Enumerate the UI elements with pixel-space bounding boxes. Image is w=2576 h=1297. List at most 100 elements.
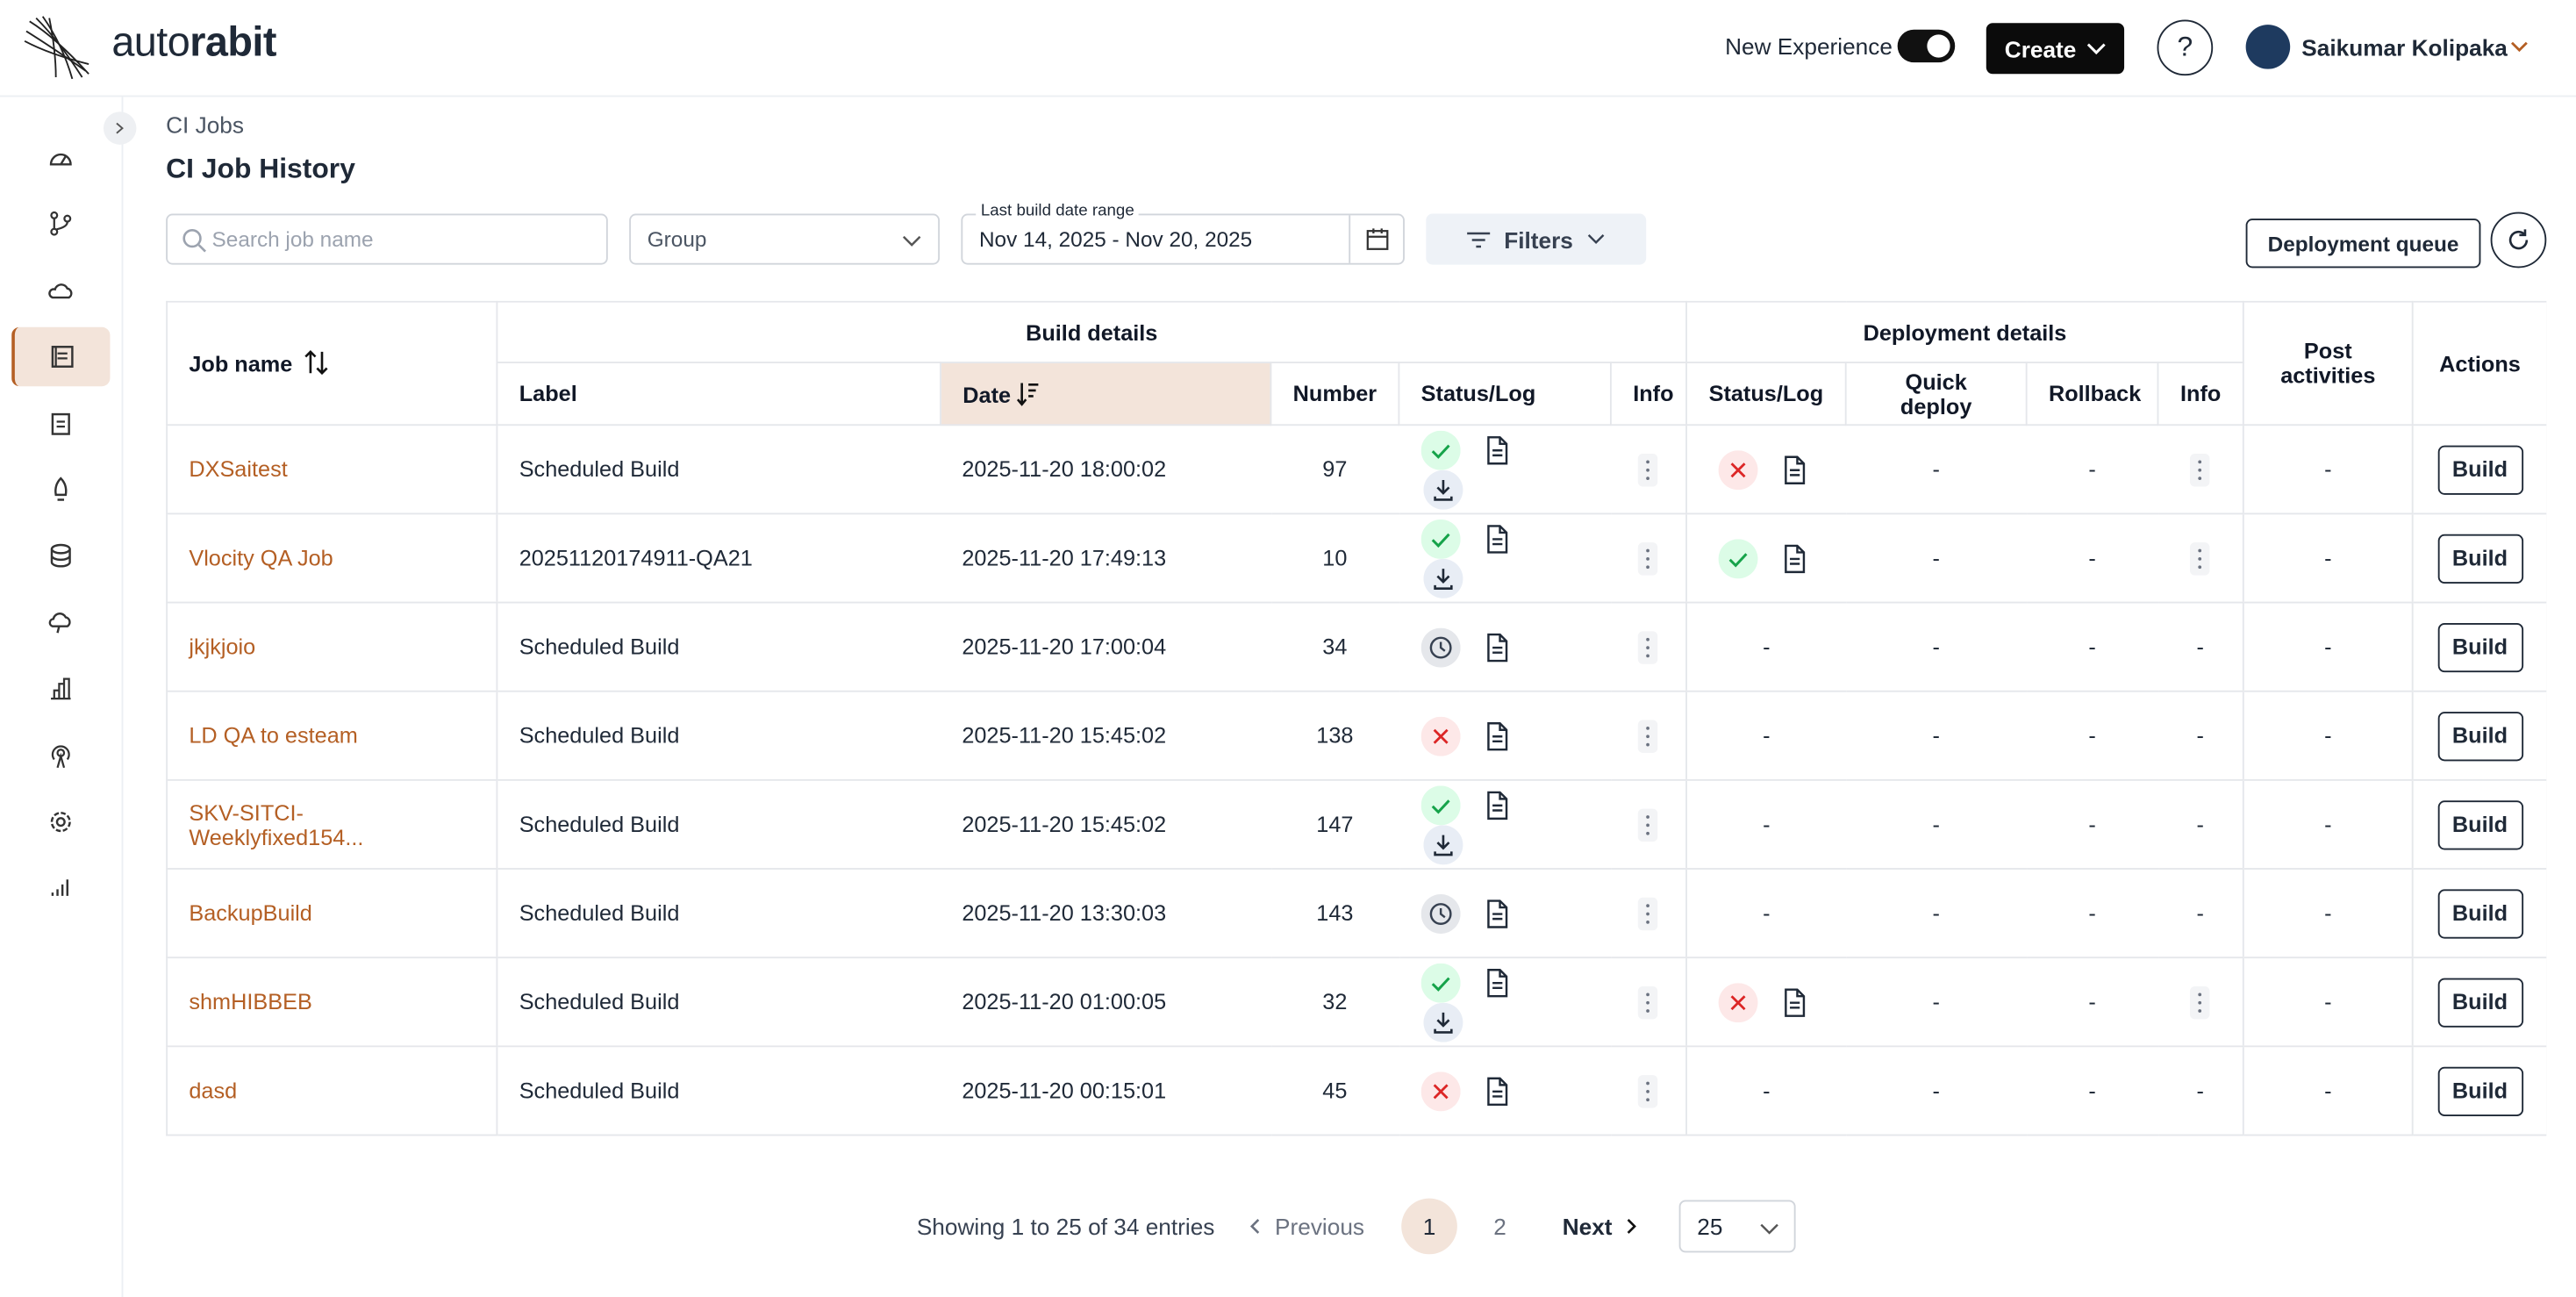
info-menu[interactable] (2190, 541, 2210, 575)
info-menu[interactable] (1638, 1074, 1658, 1107)
deploy-status-failed[interactable] (1719, 982, 1758, 1022)
build-button[interactable]: Build (2436, 444, 2523, 494)
job-link[interactable]: jkjkjoio (189, 634, 256, 660)
nav-item[interactable] (11, 195, 110, 254)
job-name-header[interactable]: Job name (166, 300, 498, 426)
create-button[interactable]: Create (1986, 23, 2125, 75)
nav-item[interactable] (11, 394, 110, 453)
page-size-select[interactable]: 25 (1678, 1200, 1796, 1253)
brand: autorabit (111, 19, 276, 67)
build-log[interactable] (1476, 430, 1515, 469)
build-log[interactable] (1476, 785, 1515, 824)
calendar-icon[interactable] (1365, 227, 1390, 252)
build-button[interactable]: Build (2436, 888, 2523, 938)
filters-button[interactable]: Filters (1426, 213, 1647, 265)
deploy-log[interactable] (1775, 538, 1814, 577)
nav-item[interactable] (11, 593, 110, 652)
toggle[interactable] (1897, 29, 1956, 63)
dash: - (2196, 634, 2204, 660)
build-button[interactable]: Build (2436, 622, 2523, 672)
deploy-log[interactable] (1775, 449, 1814, 489)
help-button[interactable]: ? (2157, 19, 2214, 76)
job-link[interactable]: DXSaitest (189, 456, 288, 482)
build-log[interactable] (1476, 627, 1515, 667)
build-log[interactable] (1476, 963, 1515, 1002)
build-button[interactable]: Build (2436, 711, 2523, 761)
sidebar-toggle[interactable] (103, 111, 137, 145)
job-link[interactable]: BackupBuild (189, 900, 312, 926)
info-menu[interactable] (1638, 630, 1658, 663)
nav-icon (50, 812, 71, 833)
info-menu[interactable] (1638, 807, 1658, 842)
breadcrumb[interactable]: CI Jobs (166, 111, 245, 139)
build-status-success[interactable] (1420, 785, 1460, 825)
build-log[interactable] (1476, 519, 1515, 558)
next-button[interactable]: Next (1563, 1213, 1639, 1239)
date-range[interactable]: Nov 14, 2025 - Nov 20, 2025 (961, 213, 1405, 265)
build-log[interactable] (1476, 893, 1515, 933)
job-link[interactable]: shmHIBBEB (189, 989, 312, 1014)
job-link[interactable]: Vlocity QA Job (189, 545, 333, 571)
nav-item[interactable] (11, 527, 110, 585)
deploy-status-success[interactable] (1719, 538, 1758, 578)
search-input[interactable]: Search job name (166, 213, 608, 265)
nav-item[interactable] (11, 726, 110, 785)
nav-item[interactable] (11, 792, 110, 851)
build-log[interactable] (1476, 716, 1515, 756)
build-info-cell (1610, 602, 1687, 692)
dot (1646, 1097, 1650, 1101)
info-menu[interactable] (2190, 985, 2210, 1019)
build-status-success-part (1420, 519, 1460, 558)
job-link[interactable]: SKV-SITCI-Weeklyfixed154... (189, 799, 364, 849)
nav-item[interactable] (11, 660, 110, 719)
nav-item[interactable] (11, 261, 110, 319)
info-menu[interactable] (1638, 985, 1658, 1019)
date-header[interactable]: Date (940, 362, 1272, 426)
download[interactable] (1420, 469, 1465, 509)
page-button[interactable]: 1 (1401, 1198, 1457, 1255)
info-menu[interactable] (1638, 896, 1658, 930)
build-button[interactable]: Build (2436, 977, 2523, 1027)
group-header: Post activities (2242, 300, 2414, 426)
job-cell: shmHIBBEB (166, 957, 497, 1048)
page-button[interactable]: 2 (1493, 1213, 1506, 1240)
group-header: Deployment details (1685, 300, 2244, 363)
previous-button[interactable]: Previous (1249, 1213, 1364, 1239)
build-button[interactable]: Build (2436, 1065, 2523, 1116)
job-link[interactable]: LD QA to esteam (189, 723, 358, 749)
build-status-success[interactable] (1420, 962, 1460, 1002)
deploy-log[interactable] (1775, 982, 1814, 1021)
info-menu[interactable] (1638, 541, 1658, 575)
build-button[interactable]: Build (2436, 533, 2523, 584)
build-status-pending[interactable] (1420, 893, 1460, 934)
deployment-queue-button[interactable]: Deployment queue (2245, 219, 2481, 269)
download[interactable] (1420, 1001, 1465, 1042)
nav-item-active[interactable] (11, 327, 111, 387)
build-status-failed[interactable] (1420, 715, 1460, 756)
build-status-pending[interactable] (1420, 627, 1460, 667)
build-status-success[interactable] (1420, 519, 1460, 558)
nav-item[interactable] (11, 128, 110, 187)
info-menu[interactable] (2190, 453, 2210, 486)
column-header: Status/Log (1685, 362, 1847, 426)
nav-item[interactable] (11, 461, 110, 520)
post-cell: - (2242, 691, 2413, 781)
build-status-success[interactable] (1420, 429, 1460, 469)
info-menu[interactable] (1638, 453, 1658, 486)
deploy-status-cell: - (1685, 691, 1846, 781)
group-select[interactable]: Group (629, 213, 941, 265)
job-link[interactable]: dasd (189, 1078, 238, 1103)
refresh-button[interactable] (2490, 211, 2547, 269)
download[interactable] (1420, 824, 1465, 864)
post-cell: - (2242, 957, 2413, 1048)
build-status-failed[interactable] (1420, 1071, 1460, 1111)
download[interactable] (1420, 557, 1465, 598)
nav-item[interactable] (11, 859, 110, 918)
nav-icon-part (50, 228, 59, 237)
deploy-status-failed[interactable] (1719, 449, 1758, 490)
user-name[interactable]: Saikumar Kolipaka (2301, 34, 2508, 61)
avatar[interactable] (2245, 25, 2291, 69)
info-menu[interactable] (1638, 719, 1658, 753)
build-button[interactable]: Build (2436, 799, 2523, 849)
build-log[interactable] (1476, 1071, 1515, 1110)
